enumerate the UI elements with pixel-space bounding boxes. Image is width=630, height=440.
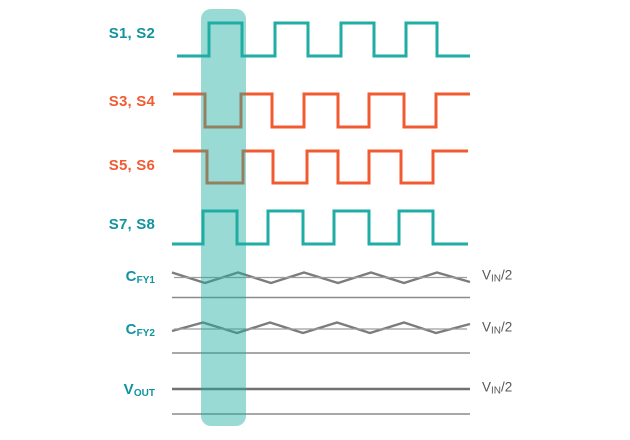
signal-label-text: S1, S2 — [108, 25, 155, 43]
signal-label-s5s6: S5, S6 — [109, 158, 155, 173]
signal-label-base: C — [125, 268, 137, 286]
phase-highlight-column — [201, 9, 246, 426]
signal-label-subscript: OUT — [133, 388, 155, 400]
signal-label-s7s8: S7, S8 — [109, 217, 155, 232]
vin-label-base: V — [482, 319, 492, 335]
vin-label-suffix: /2 — [501, 267, 513, 283]
trace-cfy2-ripple — [171, 321, 471, 335]
signal-label-cfy1: CFY1 — [125, 268, 155, 287]
signal-label-s3s4: S3, S4 — [109, 94, 155, 109]
signal-label-vout: VOUT — [123, 381, 155, 400]
signal-label-text: S3, S4 — [108, 93, 155, 111]
signal-label-subscript: FY2 — [136, 328, 155, 340]
signal-label-subscript: FY1 — [136, 275, 155, 287]
trace-s5s6-wave — [173, 149, 468, 185]
signal-label-text: S7, S8 — [108, 216, 155, 234]
vin-over-2-label-cfy1: VIN/2 — [482, 267, 513, 285]
vin-label-base: V — [482, 379, 492, 395]
vin-label-subscript: IN — [491, 273, 502, 285]
signal-label-text: S5, S6 — [108, 157, 155, 175]
vin-label-suffix: /2 — [501, 319, 513, 335]
trace-s7s8-wave — [172, 209, 468, 246]
vin-label-subscript: IN — [491, 385, 502, 397]
trace-s1s2-wave — [177, 21, 470, 58]
signal-label-base: V — [123, 381, 134, 399]
vin-over-2-label-cfy2: VIN/2 — [482, 319, 513, 337]
trace-s3s4-wave — [173, 92, 470, 129]
signal-label-cfy2: CFY2 — [125, 321, 155, 340]
vin-label-base: V — [482, 267, 492, 283]
signal-label-s1s2: S1, S2 — [109, 26, 155, 41]
vin-label-suffix: /2 — [501, 379, 513, 395]
vin-label-subscript: IN — [491, 325, 502, 337]
vin-over-2-label-vout: VIN/2 — [482, 379, 513, 397]
signal-label-base: C — [125, 321, 137, 339]
